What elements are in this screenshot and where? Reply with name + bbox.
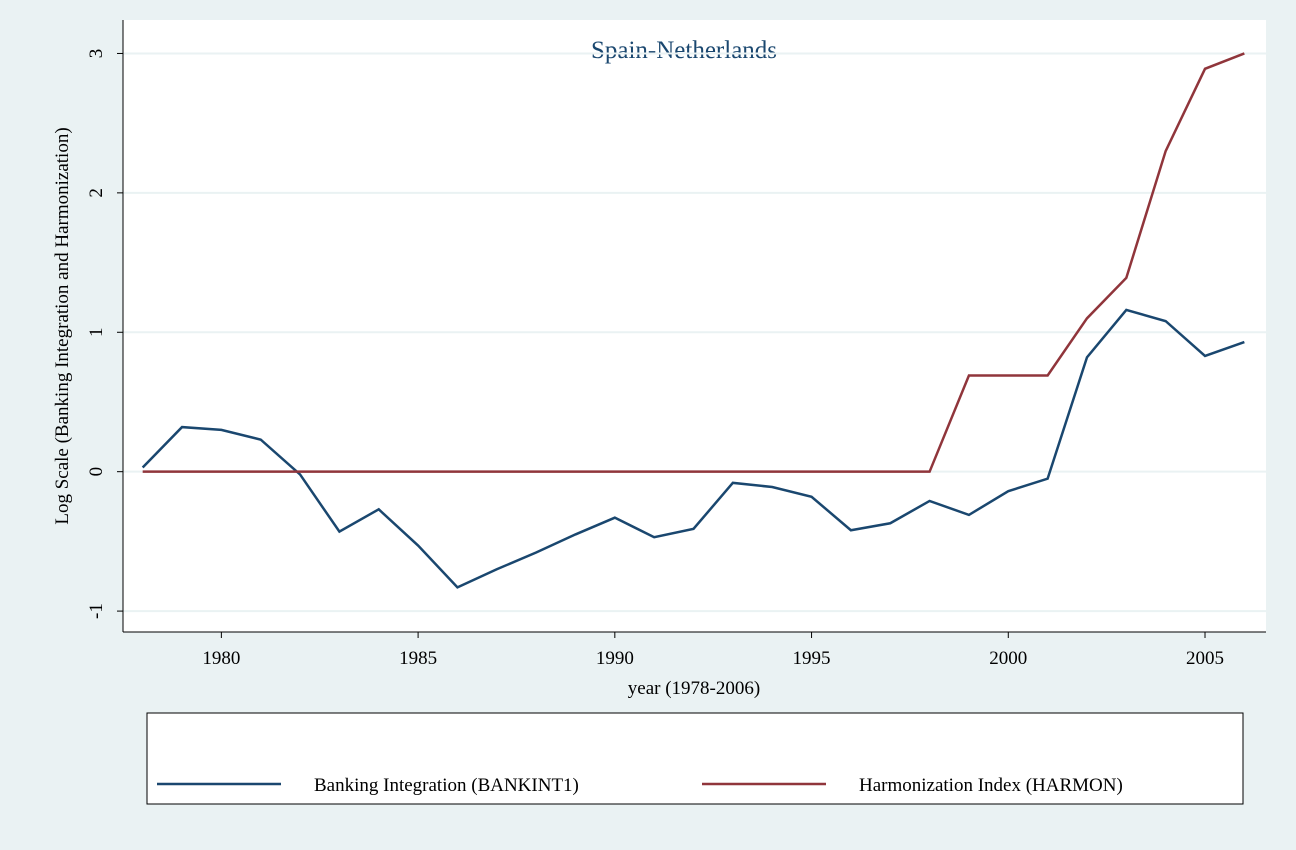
legend-label: Harmonization Index (HARMON) — [859, 775, 1123, 796]
plot-area — [123, 20, 1266, 632]
legend-box — [146, 712, 1244, 805]
y-tick-label: 0 — [86, 467, 107, 477]
chart-title: Spain-Netherlands — [591, 37, 777, 64]
x-tick-label: 1980 — [202, 648, 240, 669]
series-line — [142, 52, 1245, 473]
x-tick-label: 2000 — [989, 648, 1027, 669]
y-tick-label: -1 — [86, 603, 107, 619]
y-tick-label: 2 — [86, 188, 107, 198]
x-tick-label: 1995 — [793, 648, 831, 669]
y-tick-label: 1 — [86, 328, 107, 338]
x-tick-label: 2005 — [1186, 648, 1224, 669]
x-tick-label: 1990 — [596, 648, 634, 669]
series-line — [141, 308, 1245, 589]
y-axis-label: Log Scale (Banking Integration and Harmo… — [52, 127, 73, 524]
y-tick-label: 3 — [86, 49, 107, 59]
x-tick-label: 1985 — [399, 648, 437, 669]
x-axis-label: year (1978-2006) — [628, 678, 760, 699]
legend-label: Banking Integration (BANKINT1) — [314, 775, 579, 796]
